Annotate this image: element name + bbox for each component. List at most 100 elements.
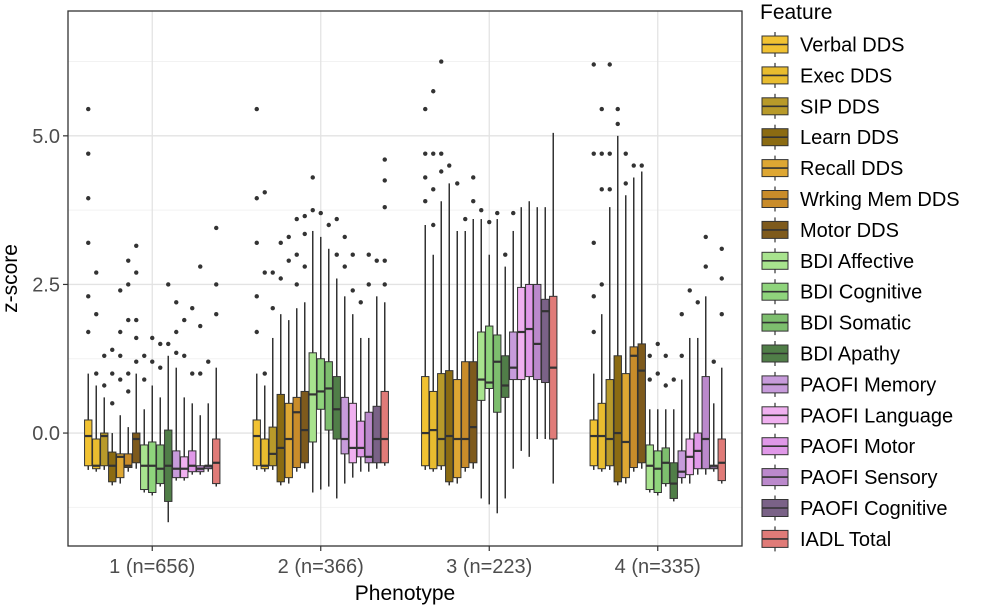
outlier-point [86, 151, 91, 156]
outlier-point [254, 196, 259, 201]
outlier-point [719, 246, 724, 251]
outlier-point [278, 276, 283, 281]
box-body [669, 462, 678, 499]
outlier-point [607, 62, 612, 67]
outlier-point [158, 341, 163, 347]
outlier-point [591, 240, 596, 246]
legend-item: Learn DDS [761, 124, 899, 150]
outlier-point [214, 311, 219, 317]
legend-item: BDI Apathy [761, 341, 900, 366]
box [661, 353, 670, 487]
outlier-point [294, 252, 299, 257]
outlier-point [198, 264, 203, 269]
box [140, 353, 149, 493]
box-body [509, 331, 518, 381]
box [180, 317, 189, 481]
legend-item: BDI Affective [761, 248, 914, 274]
outlier-point [94, 311, 99, 317]
box-body [188, 450, 197, 473]
box [485, 219, 494, 505]
outlier-point [86, 329, 91, 335]
box [669, 377, 678, 502]
box [653, 341, 662, 496]
outlier-point [206, 359, 211, 364]
box-body [661, 447, 670, 485]
outlier-point [254, 240, 259, 246]
outlier-point [431, 151, 436, 156]
legend-item: SIP DDS [761, 93, 880, 119]
outlier-point [471, 175, 476, 180]
box-body [116, 453, 125, 479]
outlier-point [591, 151, 596, 156]
box [461, 216, 470, 472]
x-tick-label: 3 (n=223) [446, 556, 532, 578]
outlier-point [126, 317, 131, 323]
box-body [621, 373, 630, 479]
outlier-point [350, 252, 355, 257]
outlier-point [102, 383, 107, 388]
legend-item: PAOFI Sensory [761, 464, 937, 490]
box-body [316, 358, 325, 410]
box [372, 258, 381, 469]
box [324, 222, 333, 487]
box [292, 216, 301, 472]
box-body [276, 393, 285, 483]
outlier-point [134, 335, 139, 341]
box [445, 163, 454, 486]
outlier-point [471, 199, 476, 204]
legend-label: PAOFI Motor [800, 436, 916, 458]
outlier-point [647, 377, 652, 382]
outlier-point [463, 216, 468, 222]
box-body [533, 283, 542, 381]
box [597, 106, 606, 472]
box-body [380, 390, 389, 464]
box-body [589, 419, 598, 467]
legend-item: Wrking Mem DDS [761, 186, 960, 212]
box-body [108, 451, 117, 483]
outlier-point [126, 282, 131, 287]
outlier-point [318, 210, 323, 216]
outlier-point [166, 341, 171, 347]
box [629, 163, 638, 472]
box-body [629, 346, 638, 469]
outlier-point [495, 210, 500, 216]
outlier-point [350, 288, 355, 293]
outlier-point [182, 353, 187, 358]
box [212, 225, 221, 487]
box [437, 59, 446, 470]
box-body [613, 355, 622, 483]
outlier-point [174, 350, 179, 356]
box-body [541, 298, 550, 384]
outlier-point [86, 294, 91, 299]
outlier-point [118, 353, 123, 358]
outlier-point [423, 151, 428, 156]
outlier-point [591, 294, 596, 299]
outlier-point [599, 151, 604, 156]
legend-label: SIP DDS [800, 96, 880, 118]
legend: Feature Verbal DDS Exec DDS SIP DDS Learn D… [760, 1, 960, 552]
outlier-point [174, 329, 179, 335]
legend-item: PAOFI Language [761, 402, 953, 428]
box [517, 207, 526, 451]
outlier-point [118, 377, 123, 382]
outlier-point [382, 258, 387, 263]
outlier-point [214, 225, 219, 231]
box [685, 288, 694, 484]
box [172, 300, 181, 481]
outlier-point [655, 371, 660, 376]
outlier-point [366, 252, 371, 257]
box [501, 252, 510, 499]
box [332, 216, 341, 499]
outlier-point [86, 196, 91, 201]
outlier-point [150, 335, 155, 341]
box-body [332, 376, 341, 440]
box-body [340, 396, 349, 455]
box-body [421, 376, 430, 467]
box [252, 106, 261, 470]
outlier-point [254, 329, 259, 335]
box [364, 252, 373, 472]
outlier-point [254, 106, 259, 112]
box [613, 106, 622, 486]
box-body [84, 419, 93, 467]
